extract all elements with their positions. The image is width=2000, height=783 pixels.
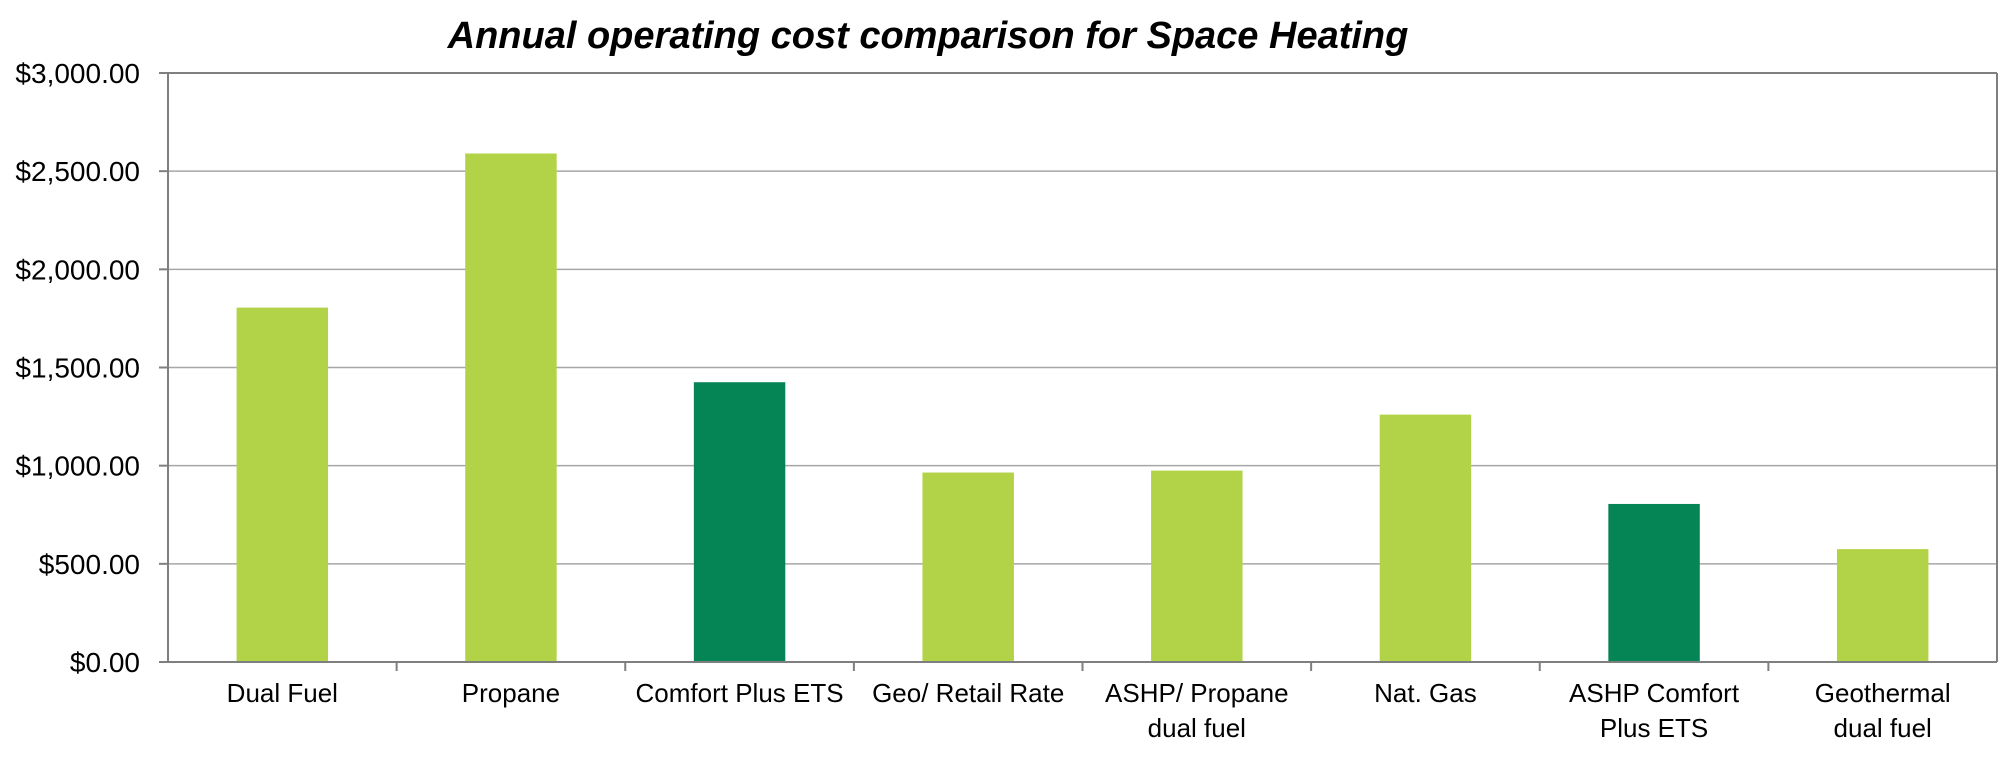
y-tick-label: $500.00	[39, 549, 140, 580]
y-tick-label: $0.00	[70, 647, 140, 678]
x-category-label: Geo/ Retail Rate	[872, 678, 1064, 708]
axes	[159, 72, 1998, 671]
bar	[1151, 470, 1243, 662]
gridlines	[168, 72, 1997, 565]
x-category-label: Propane	[462, 678, 560, 708]
y-tick-label: $1,000.00	[15, 451, 140, 482]
bar	[693, 382, 786, 662]
y-tick-label: $3,000.00	[15, 58, 140, 89]
y-tick-label: $2,000.00	[15, 254, 140, 285]
y-tick-label: $1,500.00	[15, 353, 140, 384]
bar	[236, 307, 329, 662]
x-category-labels: Dual Fuel Propane Comfort Plus ETS Geo/ Ret…	[227, 678, 1951, 743]
bars	[236, 153, 1929, 662]
y-tick-labels: $0.00 $500.00 $1,000.00 $1,500.00 $2,000.00 $…	[15, 58, 140, 678]
bar	[922, 472, 1014, 662]
x-category-label: Comfort Plus ETS	[636, 678, 844, 708]
bar	[1836, 549, 1929, 662]
bar	[1608, 503, 1700, 662]
bar	[1379, 414, 1472, 662]
x-category-label: ASHP/ Propane dual fuel	[1105, 678, 1289, 743]
x-category-label: Dual Fuel	[227, 678, 338, 708]
y-tick-label: $2,500.00	[15, 156, 140, 187]
chart-title: Annual operating cost comparison for Spa…	[447, 15, 1409, 57]
x-category-label: ASHP Comfort Plus ETS	[1569, 678, 1740, 743]
x-category-label: Nat. Gas	[1374, 678, 1477, 708]
bar	[465, 153, 557, 662]
x-category-label: Geothermal dual fuel	[1815, 678, 1951, 743]
